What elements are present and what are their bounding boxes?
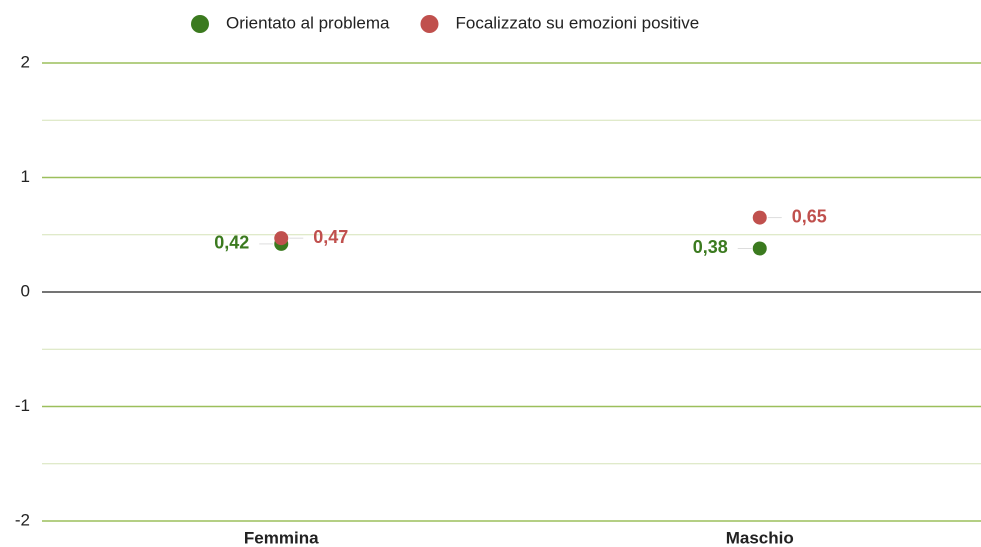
value-label: 0,38 bbox=[693, 237, 728, 257]
value-label: 0,47 bbox=[313, 227, 348, 247]
dot bbox=[752, 210, 767, 225]
y-tick-label: 0 bbox=[21, 281, 30, 300]
value-label: 0,42 bbox=[214, 233, 249, 253]
y-tick-label: 1 bbox=[21, 167, 30, 186]
legend-marker bbox=[420, 15, 439, 33]
dot bbox=[752, 241, 767, 256]
legend-marker bbox=[191, 15, 209, 33]
y-tick-label: 2 bbox=[21, 52, 30, 71]
y-tick-label: -1 bbox=[15, 396, 30, 415]
x-tick-label: Femmina bbox=[244, 528, 319, 547]
x-tick-label: Maschio bbox=[726, 528, 794, 547]
legend-label: Orientato al problema bbox=[226, 13, 390, 32]
y-tick-label: -2 bbox=[15, 510, 30, 529]
legend-label: Focalizzato su emozioni positive bbox=[455, 13, 699, 32]
value-label: 0,65 bbox=[792, 206, 827, 226]
dot bbox=[274, 231, 289, 246]
